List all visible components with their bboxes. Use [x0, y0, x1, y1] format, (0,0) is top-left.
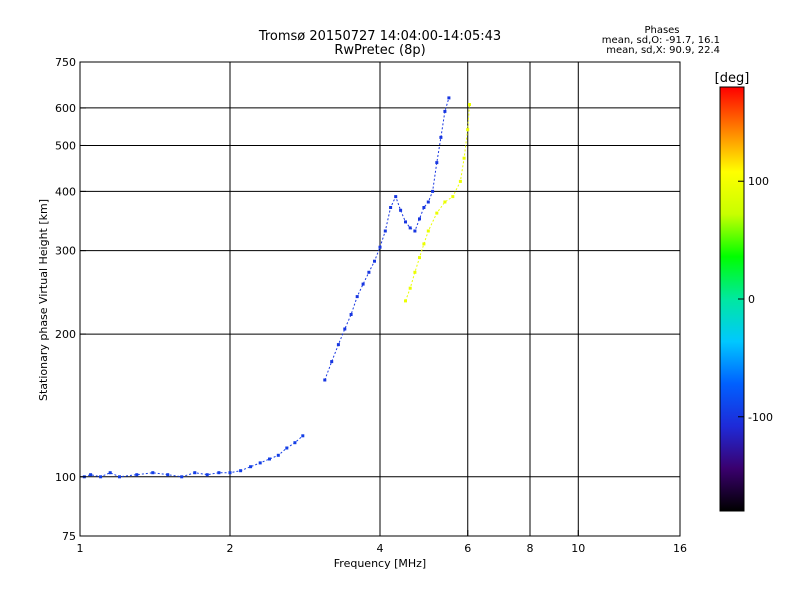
data-point: [217, 471, 221, 475]
data-points: [82, 96, 471, 479]
data-point: [249, 465, 253, 469]
chart-subtitle: RwPretec (8p): [334, 43, 425, 58]
data-point: [343, 327, 347, 331]
x-axis-ticks: 1 2 4 6 8 10 16: [77, 530, 687, 555]
data-point: [394, 195, 398, 199]
y-tick-label: 500: [55, 139, 76, 152]
data-point: [205, 473, 209, 477]
data-point: [408, 286, 412, 290]
colorbar-tick-label: 100: [748, 175, 769, 188]
data-point: [336, 343, 340, 347]
data-point: [135, 473, 139, 477]
data-point: [468, 103, 471, 106]
x-tick-label: 10: [571, 542, 585, 555]
x-tick-label: 2: [227, 542, 234, 555]
data-point: [151, 471, 155, 475]
data-point: [367, 270, 371, 274]
y-tick-label: 400: [55, 185, 76, 198]
colorbar-tick-label: -100: [748, 411, 773, 424]
y-tick-label: 75: [62, 530, 76, 543]
trace-line: [324, 97, 450, 381]
data-point: [323, 378, 327, 382]
data-point: [118, 475, 121, 479]
data-point: [451, 195, 455, 199]
data-point: [239, 469, 243, 473]
data-point: [422, 206, 426, 209]
data-point: [268, 457, 271, 461]
data-point: [404, 220, 407, 224]
data-point: [426, 200, 430, 204]
x-tick-label: 16: [673, 542, 687, 555]
data-point: [99, 475, 103, 479]
data-point: [285, 446, 289, 450]
data-point: [418, 217, 421, 221]
colorbar-tick-label: 0: [748, 293, 755, 306]
chart-title: Tromsø 20150727 14:04:00-14:05:43: [258, 29, 501, 44]
colorbar: [deg] 100 0 -100: [715, 71, 773, 512]
trace-line: [84, 435, 304, 478]
y-tick-label: 100: [55, 471, 76, 484]
data-point: [439, 135, 443, 139]
data-point: [180, 475, 184, 479]
y-axis-label: Stationary phase Virtual Height [km]: [37, 199, 50, 401]
data-point: [413, 270, 417, 274]
data-point: [293, 441, 297, 445]
data-point: [228, 471, 232, 475]
stats-header: Phases: [644, 25, 679, 36]
colorbar-label: [deg]: [715, 71, 750, 86]
colorbar-ticks: 100 0 -100: [738, 175, 773, 424]
data-point: [458, 179, 462, 183]
stats-x-mode: mean, sd,X: 90.9, 22.4: [606, 45, 720, 56]
data-point: [276, 453, 280, 457]
data-point: [422, 242, 426, 246]
data-point: [355, 295, 359, 299]
data-point: [399, 208, 403, 212]
data-point: [373, 259, 376, 263]
y-tick-label: 600: [55, 102, 76, 115]
x-tick-label: 8: [527, 542, 534, 555]
data-point: [466, 128, 470, 132]
x-tick-label: 6: [464, 542, 471, 555]
grid-lines: [80, 62, 680, 536]
data-point: [378, 245, 382, 249]
data-point: [426, 229, 430, 233]
data-point: [89, 473, 93, 477]
x-tick-label: 4: [377, 542, 384, 555]
data-point: [389, 206, 393, 209]
data-point: [443, 109, 447, 113]
y-tick-label: 750: [55, 56, 76, 69]
x-tick-label: 1: [77, 542, 84, 555]
data-point: [404, 299, 407, 303]
x-axis-label: Frequency [MHz]: [334, 557, 426, 570]
data-point: [258, 461, 262, 465]
y-tick-label: 300: [55, 245, 76, 258]
data-point: [418, 256, 421, 260]
data-point: [108, 471, 112, 475]
stats-o-mode: mean, sd,O: -91.7, 16.1: [602, 35, 720, 46]
data-point: [383, 229, 387, 233]
data-point: [349, 313, 353, 316]
data-point: [330, 360, 334, 364]
data-point: [301, 434, 305, 438]
data-point: [193, 471, 197, 475]
data-point: [435, 161, 439, 165]
data-point: [462, 156, 466, 160]
data-point: [361, 282, 365, 286]
data-point: [443, 200, 447, 204]
data-point: [447, 96, 451, 100]
data-point: [435, 211, 439, 215]
data-point: [413, 229, 417, 233]
data-point: [166, 473, 170, 477]
data-point: [408, 226, 412, 230]
y-axis-ticks: 75 100 200 300 400 500 600 750: [55, 56, 86, 543]
y-tick-label: 200: [55, 328, 76, 341]
data-point: [431, 189, 435, 193]
